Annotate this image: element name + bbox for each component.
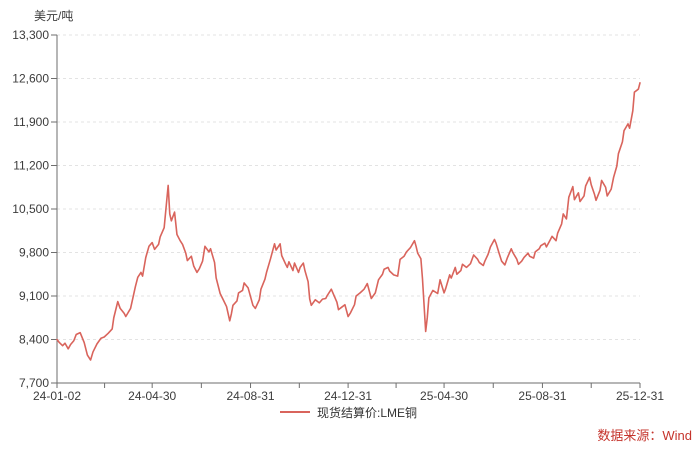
- y-tick-label: 10,500: [12, 202, 49, 216]
- x-tick-label: 24-12-31: [324, 389, 372, 403]
- axes: [56, 35, 640, 384]
- x-tick-label: 25-12-31: [616, 389, 664, 403]
- y-axis-unit-label: 美元/吨: [34, 9, 74, 23]
- x-tick-label: 24-01-02: [33, 389, 81, 403]
- series-line: [56, 82, 641, 361]
- y-tick-label: 11,200: [13, 159, 49, 173]
- x-tick-label: 24-08-31: [227, 389, 275, 403]
- x-axis-ticks: 24-01-02 24-04-30 24-08-31 24-12-31 25-04-30…: [33, 383, 664, 403]
- data-source-note: 数据来源：Wind: [597, 428, 692, 443]
- legend-series-label: 现货结算价:LME铜: [316, 405, 417, 420]
- x-tick-label: 24-04-30: [128, 389, 176, 403]
- x-tick-label: 25-08-31: [518, 389, 566, 403]
- legend-line-marker: [279, 411, 310, 413]
- y-axis-ticks: 13,300 12,600 11,900 11,200 10,500 9,800 9,100…: [12, 28, 57, 390]
- y-tick-label: 13,300: [12, 28, 49, 42]
- y-tick-label: 8,400: [19, 333, 49, 347]
- gridlines: [57, 34, 640, 340]
- y-tick-label: 9,100: [19, 289, 49, 303]
- y-tick-label: 7,700: [19, 376, 49, 390]
- y-tick-label: 11,900: [13, 115, 49, 129]
- legend: 现货结算价:LME铜: [57, 403, 640, 421]
- y-tick-label: 9,800: [19, 246, 49, 260]
- x-tick-label: 25-04-30: [420, 389, 468, 403]
- y-tick-label: 12,600: [12, 72, 49, 86]
